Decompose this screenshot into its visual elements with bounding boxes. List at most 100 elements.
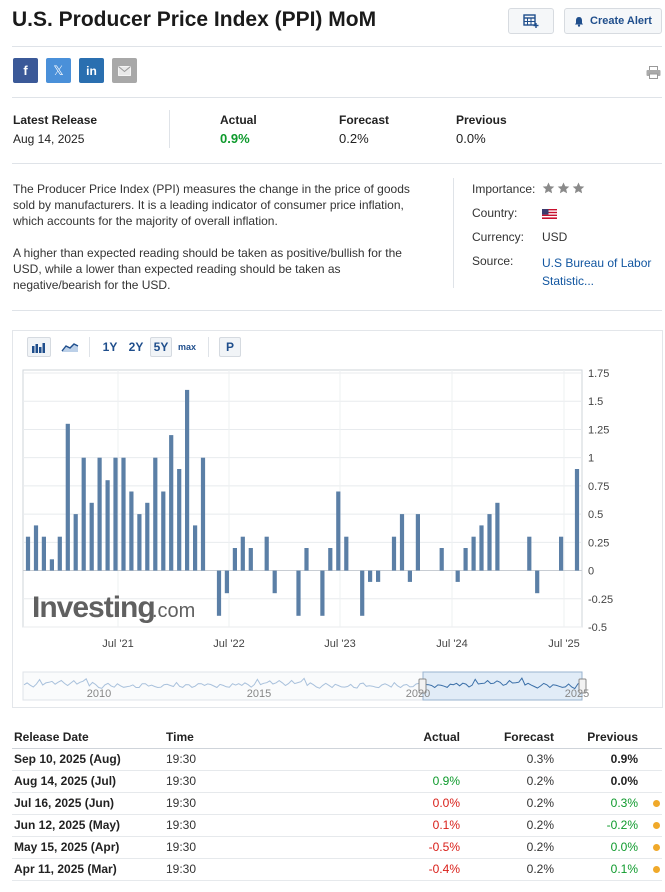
bar[interactable] bbox=[248, 548, 253, 571]
bar[interactable] bbox=[360, 570, 365, 616]
bar[interactable] bbox=[113, 457, 118, 571]
star-icon bbox=[542, 182, 555, 194]
y-tick-label: 0.75 bbox=[588, 481, 609, 493]
page-title: U.S. Producer Price Index (PPI) MoM bbox=[12, 8, 377, 31]
range-1y-button[interactable]: 1Y bbox=[102, 340, 118, 354]
bar[interactable] bbox=[81, 457, 86, 571]
bar[interactable] bbox=[455, 570, 460, 582]
bar[interactable] bbox=[97, 457, 102, 571]
col-previous[interactable]: Previous bbox=[556, 726, 640, 749]
bar[interactable] bbox=[185, 389, 190, 571]
area-chart-toggle[interactable] bbox=[58, 337, 82, 357]
bar[interactable] bbox=[216, 570, 222, 616]
navigator-right-handle[interactable] bbox=[578, 678, 587, 694]
bar[interactable] bbox=[407, 570, 412, 582]
bar[interactable] bbox=[57, 536, 62, 571]
bar-chart-toggle[interactable] bbox=[27, 337, 51, 357]
bar[interactable] bbox=[129, 491, 134, 571]
bar[interactable] bbox=[376, 570, 381, 582]
bar[interactable] bbox=[193, 525, 198, 571]
bar[interactable] bbox=[145, 502, 150, 571]
navigator-left-handle[interactable] bbox=[418, 678, 427, 694]
bar[interactable] bbox=[439, 548, 444, 571]
bar[interactable] bbox=[344, 536, 349, 571]
cell-time: 19:30 bbox=[164, 858, 264, 881]
table-row: Jul 16, 2025 (Jun) 19:30 0.0% 0.2% 0.3% bbox=[12, 792, 662, 815]
bar[interactable] bbox=[399, 514, 405, 571]
bar[interactable] bbox=[304, 548, 309, 571]
range-max-button[interactable]: max bbox=[177, 342, 196, 352]
bar[interactable] bbox=[73, 514, 78, 571]
bar[interactable] bbox=[391, 536, 397, 571]
bar[interactable] bbox=[495, 502, 500, 571]
col-actual[interactable]: Actual bbox=[264, 726, 462, 749]
envelope-icon bbox=[118, 65, 131, 76]
twitter-share-button[interactable]: 𝕏 bbox=[46, 58, 71, 83]
bar[interactable] bbox=[463, 548, 468, 571]
cell-indicator bbox=[640, 792, 662, 815]
bar[interactable] bbox=[33, 525, 39, 571]
cell-previous: 0.3% bbox=[556, 792, 640, 815]
p-button[interactable]: P bbox=[219, 337, 241, 357]
bar[interactable] bbox=[25, 536, 31, 571]
bar[interactable] bbox=[328, 548, 333, 571]
bar[interactable] bbox=[89, 502, 94, 571]
revision-dot-icon bbox=[653, 800, 660, 807]
bar[interactable] bbox=[41, 536, 46, 571]
bar[interactable] bbox=[200, 457, 206, 571]
linkedin-icon: in bbox=[86, 63, 97, 78]
facebook-share-button[interactable]: f bbox=[13, 58, 38, 83]
bar[interactable] bbox=[527, 536, 532, 571]
calendar-icon bbox=[523, 14, 539, 28]
navigator-selection[interactable] bbox=[422, 671, 583, 701]
bar[interactable] bbox=[153, 457, 158, 571]
bar[interactable] bbox=[49, 559, 54, 571]
linkedin-share-button[interactable]: in bbox=[79, 58, 104, 83]
bar[interactable] bbox=[177, 469, 182, 571]
bar[interactable] bbox=[264, 536, 269, 571]
bar[interactable] bbox=[232, 548, 237, 571]
print-button[interactable] bbox=[646, 66, 661, 82]
col-forecast[interactable]: Forecast bbox=[462, 726, 556, 749]
bar[interactable] bbox=[471, 536, 476, 571]
bar[interactable] bbox=[105, 480, 110, 571]
bar[interactable] bbox=[121, 457, 126, 571]
bar[interactable] bbox=[272, 570, 277, 594]
cell-forecast: 0.2% bbox=[462, 770, 556, 793]
source-link[interactable]: U.S Bureau of Labor Statistic... bbox=[542, 254, 651, 290]
bar[interactable] bbox=[240, 536, 245, 571]
create-alert-button[interactable]: Create Alert bbox=[564, 8, 662, 34]
range-2y-button[interactable]: 2Y bbox=[128, 340, 144, 354]
bar[interactable] bbox=[161, 491, 166, 571]
chart-navigator[interactable]: 2010 2015 2020 2025 bbox=[0, 670, 665, 706]
email-share-button[interactable] bbox=[112, 58, 137, 83]
cell-date: Jul 16, 2025 (Jun) bbox=[12, 792, 164, 815]
bar[interactable] bbox=[224, 570, 229, 594]
range-5y-button[interactable]: 5Y bbox=[150, 337, 172, 357]
actual-label: Actual bbox=[220, 113, 257, 127]
x-tick-label: Jul '23 bbox=[324, 638, 355, 650]
bar[interactable] bbox=[296, 570, 301, 616]
meta-divider bbox=[12, 310, 662, 311]
bar[interactable] bbox=[368, 570, 373, 582]
col-release-date[interactable]: Release Date bbox=[12, 726, 164, 749]
bar[interactable] bbox=[535, 570, 540, 594]
bar[interactable] bbox=[320, 570, 325, 616]
col-time[interactable]: Time bbox=[164, 726, 264, 749]
x-axis-ticks: Jul '21 Jul '22 Jul '23 Jul '24 Jul '25 bbox=[102, 638, 579, 650]
bar[interactable] bbox=[415, 514, 420, 571]
bar[interactable] bbox=[137, 514, 142, 571]
bar[interactable] bbox=[169, 435, 174, 571]
cell-indicator bbox=[640, 770, 662, 793]
cell-date: Apr 11, 2025 (Mar) bbox=[12, 858, 164, 881]
bar[interactable] bbox=[65, 423, 70, 571]
bar[interactable] bbox=[559, 536, 564, 571]
bar[interactable] bbox=[487, 514, 492, 571]
revision-dot-icon bbox=[653, 866, 660, 873]
cell-time: 19:30 bbox=[164, 770, 264, 793]
add-to-calendar-button[interactable] bbox=[508, 8, 554, 34]
bar[interactable] bbox=[574, 469, 580, 571]
bar[interactable] bbox=[479, 525, 484, 571]
bar[interactable] bbox=[336, 491, 341, 571]
cell-previous: 0.0% bbox=[556, 836, 640, 859]
